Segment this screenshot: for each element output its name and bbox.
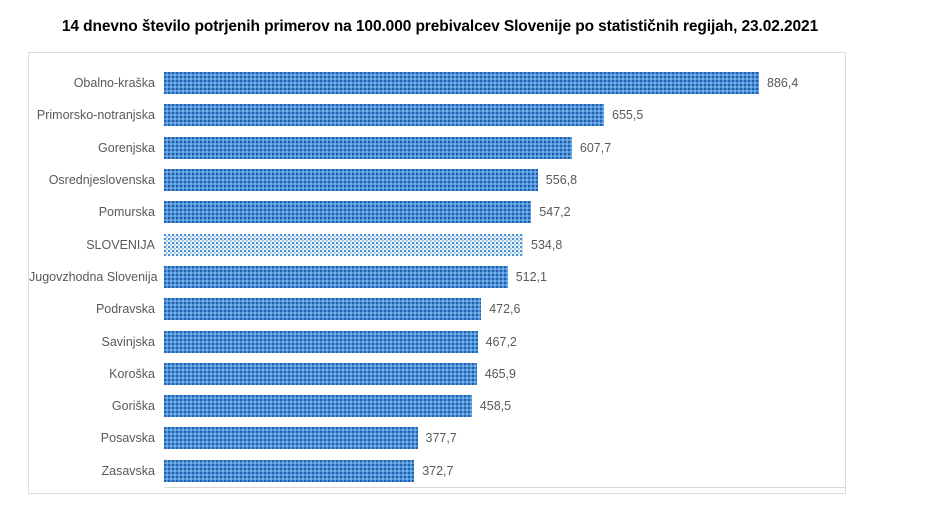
bar [164,265,508,288]
category-label: Podravska [95,302,155,317]
bar-zone: 512,1 [164,261,845,293]
bar-zone: 607,7 [164,132,845,164]
value-label: 372,7 [422,463,454,478]
chart-row: SLOVENIJA 534,8 [29,228,845,260]
category-label: Pomurska [98,205,155,220]
value-label: 556,8 [545,173,578,188]
bar-zone: 655,5 [164,99,845,131]
chart-plot-area: Obalno-kraška 886,4 Primorsko-notranjska… [28,52,846,494]
category-label: Posavska [100,431,155,446]
bar [164,201,532,224]
bar [164,395,472,418]
value-label: 512,1 [515,269,547,284]
category-label: Goriška [111,399,155,414]
bar-zone: 534,8 [164,228,845,260]
bar-zone: 458,5 [164,390,845,422]
bar [164,169,538,192]
category-label: Jugovzhodna Slovenija [29,269,158,284]
chart-row: Goriška 458,5 [29,390,845,422]
bar-zone: 372,7 [164,455,845,487]
bar-zone: 377,7 [164,422,845,454]
chart-row: Jugovzhodna Slovenija 512,1 [29,261,845,293]
category-label: Zasavska [101,463,156,478]
value-label: 472,6 [489,302,521,317]
bar [164,298,482,321]
value-label: 465,9 [484,366,516,381]
value-label: 377,7 [425,431,457,446]
bar [164,459,415,482]
value-label: 655,5 [612,108,644,123]
chart-row: Podravska 472,6 [29,293,845,325]
bar [164,427,418,450]
chart-row: Pomurska 547,2 [29,196,845,228]
category-label: Gorenjska [98,140,155,155]
chart-row: Posavska 377,7 [29,422,845,454]
bar-zone: 886,4 [164,67,845,99]
bar-zone: 472,6 [164,293,845,325]
category-label: Primorsko-notranjska [36,108,155,123]
bar [164,72,759,95]
value-label: 534,8 [531,237,563,252]
bar-zone: 465,9 [164,358,845,390]
category-label: Koroška [109,366,155,381]
bar-rows-container: Obalno-kraška 886,4 Primorsko-notranjska… [29,67,845,487]
category-label: Obalno-kraška [73,76,155,91]
bar-zone: 556,8 [164,164,845,196]
bar-zone: 547,2 [164,196,845,228]
value-label: 467,2 [485,334,517,349]
chart-row: Zasavska 372,7 [29,455,845,487]
bar [164,104,604,127]
bar-zone: 467,2 [164,325,845,357]
chart-row: Koroška 465,9 [29,358,845,390]
value-label: 886,4 [767,76,799,91]
value-label: 547,2 [539,205,571,220]
bar [164,330,478,353]
chart-row: Obalno-kraška 886,4 [29,67,845,99]
x-axis-line [164,487,845,488]
value-label: 607,7 [579,140,612,155]
category-label: Savinjska [101,334,156,349]
category-label: Osrednjeslovenska [48,173,155,188]
chart-row: Gorenjska 607,7 [29,132,845,164]
bar [164,233,523,256]
chart-row: Primorsko-notranjska 655,5 [29,99,845,131]
bar [164,136,572,159]
chart-row: Osrednjeslovenska 556,8 [29,164,845,196]
bar [164,362,477,385]
chart-title: 14 dnevno število potrjenih primerov na … [61,18,819,35]
category-label: SLOVENIJA [86,237,155,252]
value-label: 458,5 [479,399,512,414]
chart-row: Savinjska 467,2 [29,325,845,357]
